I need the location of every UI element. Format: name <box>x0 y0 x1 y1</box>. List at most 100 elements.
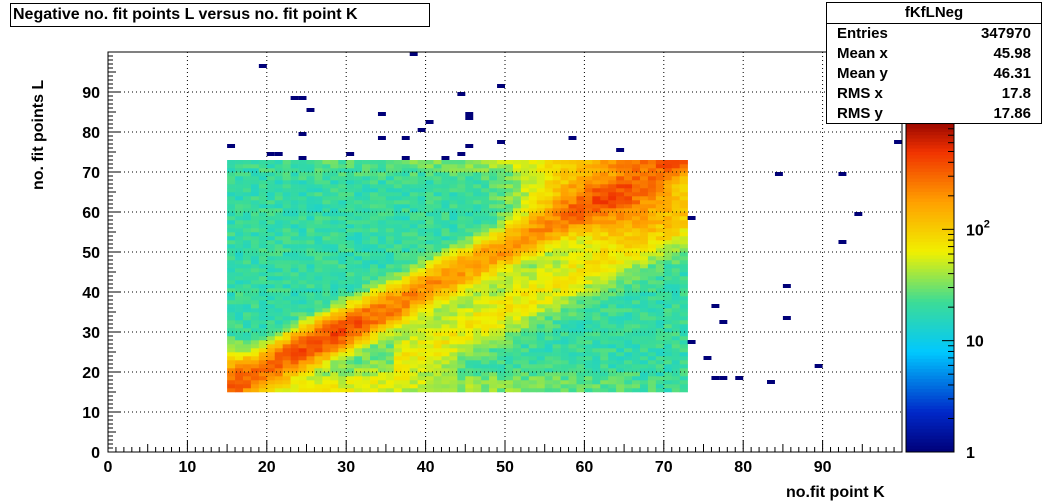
heatmap-cell <box>616 280 625 285</box>
heatmap-cell <box>258 292 268 297</box>
heatmap-cell <box>401 388 411 393</box>
heatmap-cell <box>362 276 371 281</box>
color-bar-step <box>906 355 954 359</box>
heatmap-cell <box>441 340 450 345</box>
heatmap-cell <box>346 292 355 297</box>
heatmap-cell <box>354 356 363 361</box>
heatmap-cell <box>528 328 538 333</box>
heatmap-cell <box>314 380 323 385</box>
color-bar-step <box>906 365 954 369</box>
heatmap-cell <box>505 204 514 209</box>
heatmap-cell <box>505 264 514 269</box>
heatmap-cell <box>473 184 482 189</box>
heatmap-cell <box>624 388 633 393</box>
heatmap-cell <box>377 376 387 381</box>
heatmap-cell <box>663 192 673 197</box>
heatmap-cell <box>457 188 466 193</box>
sparse-cell <box>616 148 625 152</box>
heatmap-cell <box>520 244 530 249</box>
heatmap-cell <box>258 284 268 289</box>
heatmap-cell <box>576 288 585 293</box>
heatmap-cell <box>282 368 291 373</box>
color-bar-step <box>906 141 954 146</box>
heatmap-cell <box>584 360 593 365</box>
heatmap-cell <box>600 208 609 213</box>
heatmap-cell <box>552 224 561 229</box>
heatmap-cell <box>457 340 466 345</box>
heatmap-cell <box>298 304 307 309</box>
heatmap-cell <box>584 376 593 381</box>
heatmap-cell <box>647 200 657 205</box>
heatmap-cell <box>425 188 434 193</box>
heatmap-cell <box>290 348 299 353</box>
heatmap-cell <box>655 280 665 285</box>
heatmap-cell <box>576 284 585 289</box>
heatmap-cell <box>663 364 673 369</box>
heatmap-cell <box>338 212 347 217</box>
heatmap-cell <box>266 212 276 217</box>
heatmap-cell <box>520 376 530 381</box>
heatmap-cell <box>663 184 673 189</box>
heatmap-cell <box>393 300 403 305</box>
heatmap-cell <box>370 168 379 173</box>
heatmap-cell <box>512 188 522 193</box>
heatmap-cell <box>679 212 688 217</box>
heatmap-cell <box>385 228 395 233</box>
heatmap-cell <box>505 312 514 317</box>
sparse-cell <box>417 128 426 132</box>
heatmap-cell <box>235 240 244 245</box>
heatmap-cell <box>258 272 268 277</box>
heatmap-cell <box>258 324 268 329</box>
heatmap-cell <box>489 232 498 237</box>
heatmap-cell <box>290 168 299 173</box>
heatmap-cell <box>505 200 514 205</box>
heatmap-cell <box>227 192 236 197</box>
x-tick-label: 70 <box>655 459 673 476</box>
heatmap-cell <box>362 372 371 377</box>
heatmap-cell <box>354 364 363 369</box>
heatmap-cell <box>552 384 561 389</box>
heatmap-cell <box>306 368 315 373</box>
heatmap-cell <box>544 184 553 189</box>
heatmap-cell <box>338 364 347 369</box>
heatmap-cell <box>520 188 530 193</box>
heatmap-cell <box>655 332 665 337</box>
heatmap-cell <box>528 232 538 237</box>
color-bar-step <box>906 325 954 329</box>
heatmap-cell <box>385 200 395 205</box>
heatmap-cell <box>385 256 395 261</box>
heatmap-cell <box>560 164 569 169</box>
heatmap-cell <box>235 160 244 165</box>
heatmap-cell <box>568 292 577 297</box>
heatmap-cell <box>655 292 665 297</box>
heatmap-cell <box>377 204 387 209</box>
heatmap-cell <box>417 224 426 229</box>
heatmap-cell <box>592 264 601 269</box>
heatmap-cell <box>647 192 657 197</box>
heatmap-cell <box>592 192 601 197</box>
heatmap-cell <box>632 328 641 333</box>
heatmap-cell <box>608 252 617 257</box>
heatmap-cell <box>632 196 641 201</box>
heatmap-cell <box>655 236 665 241</box>
heatmap-cell <box>632 264 641 269</box>
heatmap-cell <box>393 312 403 317</box>
heatmap-cell <box>624 160 633 165</box>
heatmap-cell <box>600 216 609 221</box>
heatmap-cell <box>647 196 657 201</box>
heatmap-cell <box>465 324 474 329</box>
color-bar-step <box>906 328 954 333</box>
heatmap-cell <box>377 304 387 309</box>
heatmap-cell <box>465 248 474 253</box>
heatmap-cell <box>663 296 673 301</box>
heatmap-cell <box>401 200 411 205</box>
heatmap-cell <box>401 296 411 301</box>
heatmap-cell <box>282 252 291 257</box>
heatmap-cell <box>354 204 363 209</box>
heatmap-cell <box>449 340 458 345</box>
heatmap-cell <box>290 228 299 233</box>
heatmap-cell <box>282 180 291 185</box>
color-bar-step <box>906 151 954 156</box>
heatmap-cell <box>671 228 680 233</box>
color-bar-step <box>906 204 954 209</box>
